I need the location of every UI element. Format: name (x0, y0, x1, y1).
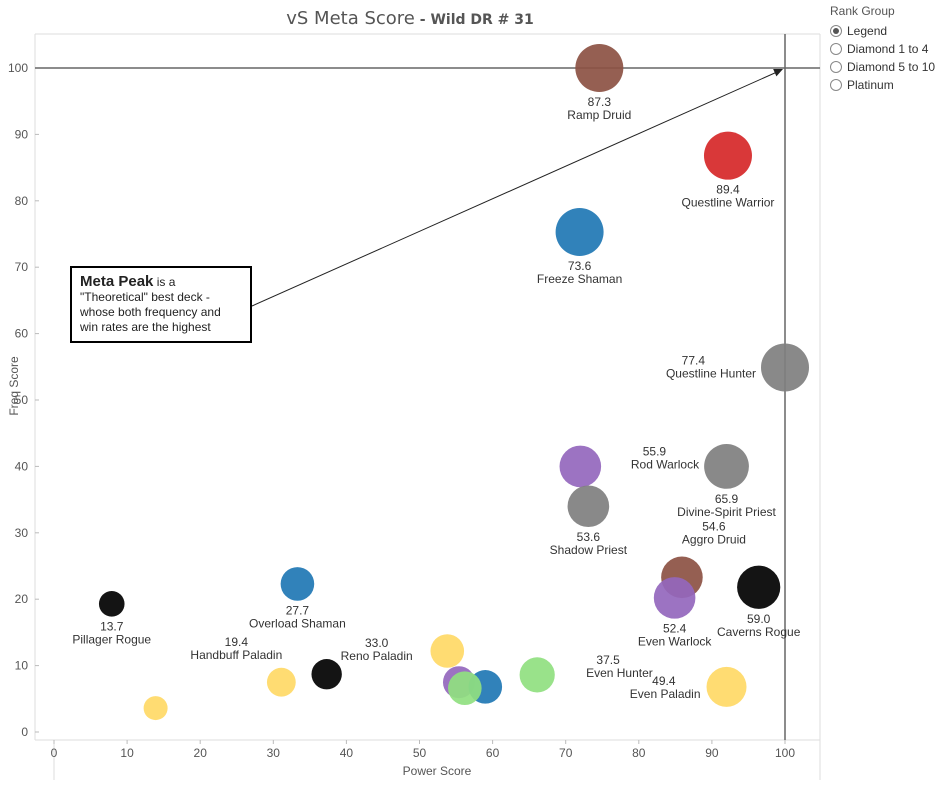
point-name-label: Even Warlock (638, 635, 713, 649)
x-tick-label: 80 (632, 746, 646, 760)
point-name-label: Even Paladin (630, 687, 701, 701)
y-tick-label: 100 (8, 61, 28, 75)
data-point (706, 666, 747, 707)
data-point (143, 696, 168, 721)
point-name-label: Questline Hunter (666, 366, 756, 380)
data-point (703, 131, 752, 180)
rank-group-option[interactable]: Legend (830, 22, 935, 40)
annotation-bold: Meta Peak (80, 273, 154, 290)
x-tick-label: 20 (194, 746, 208, 760)
x-axis-label: Power Score (403, 764, 472, 778)
meta-peak-arrowhead (773, 69, 783, 77)
point-name-label: Divine-Spirit Priest (677, 505, 776, 519)
y-tick-label: 90 (15, 127, 29, 141)
point-score-label: 52.4 (663, 622, 687, 636)
rank-group-option-label: Legend (847, 24, 888, 38)
x-tick-label: 100 (775, 746, 795, 760)
data-point (266, 667, 296, 697)
data-point (311, 659, 342, 690)
legend-title: Rank Group (830, 4, 895, 18)
point-name-label: Pillager Rogue (72, 633, 151, 647)
rank-group-option-label: Diamond 5 to 10 (847, 60, 936, 74)
point-name-label: Questline Warrior (682, 196, 775, 210)
x-tick-label: 40 (340, 746, 354, 760)
point-name-label: Reno Paladin (341, 649, 413, 663)
data-point (448, 671, 482, 705)
point-score-label: 49.4 (652, 674, 676, 688)
x-tick-label: 70 (559, 746, 573, 760)
point-score-label: 33.0 (365, 636, 389, 650)
data-point (567, 485, 610, 528)
point-score-label: 27.7 (286, 604, 310, 618)
x-tick-label: 50 (413, 746, 427, 760)
rank-group-option-label: Diamond 1 to 4 (847, 42, 929, 56)
x-tick-label: 10 (120, 746, 134, 760)
y-tick-label: 50 (15, 393, 29, 407)
point-score-label: 87.3 (588, 95, 612, 109)
chart-title-main: vS Meta Score (286, 8, 415, 29)
radio-empty-icon[interactable] (830, 61, 842, 73)
y-tick-label: 10 (15, 659, 29, 673)
y-tick-label: 20 (15, 592, 29, 606)
data-point (559, 445, 602, 488)
radio-empty-icon[interactable] (830, 79, 842, 91)
point-name-label: Freeze Shaman (537, 272, 622, 286)
meta-peak-annotation: Meta Peak is a "Theoretical" best deck -… (70, 266, 252, 343)
y-tick-label: 80 (15, 194, 29, 208)
point-score-label: 13.7 (100, 620, 124, 634)
y-tick-label: 70 (15, 260, 29, 274)
point-name-label: Overload Shaman (249, 617, 346, 631)
point-name-label: Rod Warlock (631, 457, 700, 471)
rank-group-option[interactable]: Diamond 1 to 4 (830, 40, 935, 58)
point-score-label: 19.4 (225, 635, 249, 649)
point-score-label: 54.6 (702, 519, 726, 533)
point-score-label: 37.5 (596, 653, 620, 667)
data-point (280, 567, 315, 601)
data-point (737, 565, 781, 609)
y-tick-label: 0 (21, 725, 28, 739)
point-score-label: 65.9 (715, 492, 739, 506)
x-tick-label: 0 (51, 746, 58, 760)
chart-subtitle: - Wild DR # 31 (414, 12, 534, 28)
point-name-label: Ramp Druid (567, 108, 631, 122)
rank-group-option[interactable]: Diamond 5 to 10 (830, 58, 935, 76)
data-point (704, 444, 749, 489)
point-name-label: Caverns Rogue (717, 625, 801, 639)
annotation-text: is a "Theoretical" best deck - whose bot… (80, 275, 221, 334)
data-point (653, 577, 696, 619)
data-point (98, 591, 125, 617)
point-name-label: Shadow Priest (550, 543, 628, 557)
point-score-label: 73.6 (568, 259, 592, 273)
point-score-label: 59.0 (747, 612, 771, 626)
y-axis-label: Freq Score (7, 356, 21, 416)
y-tick-label: 30 (15, 526, 29, 540)
point-name-label: Aggro Druid (682, 532, 746, 546)
point-score-label: 55.9 (643, 444, 667, 458)
meta-peak-arrow (251, 71, 778, 307)
point-score-label: 89.4 (716, 183, 740, 197)
rank-group-option[interactable]: Platinum (830, 76, 935, 94)
x-tick-label: 90 (705, 746, 719, 760)
data-point (430, 634, 465, 668)
data-point (519, 657, 555, 693)
y-tick-label: 60 (15, 327, 29, 341)
point-score-label: 77.4 (682, 353, 706, 367)
point-name-label: Handbuff Paladin (190, 648, 282, 662)
radio-empty-icon[interactable] (830, 43, 842, 55)
data-point (761, 343, 809, 392)
radio-selected-icon[interactable] (830, 25, 842, 37)
y-tick-label: 40 (15, 459, 29, 473)
point-name-label: Even Hunter (586, 666, 653, 680)
x-tick-label: 60 (486, 746, 500, 760)
data-point (575, 44, 624, 92)
rank-group-option-label: Platinum (847, 78, 894, 92)
chart-title: vS Meta Score - Wild DR # 31 (0, 8, 820, 29)
point-score-label: 53.6 (577, 530, 601, 544)
x-tick-label: 30 (267, 746, 281, 760)
data-point (555, 208, 604, 257)
rank-group-filter: Rank Group Legend Diamond 1 to 4 Diamond 5… (830, 4, 935, 94)
